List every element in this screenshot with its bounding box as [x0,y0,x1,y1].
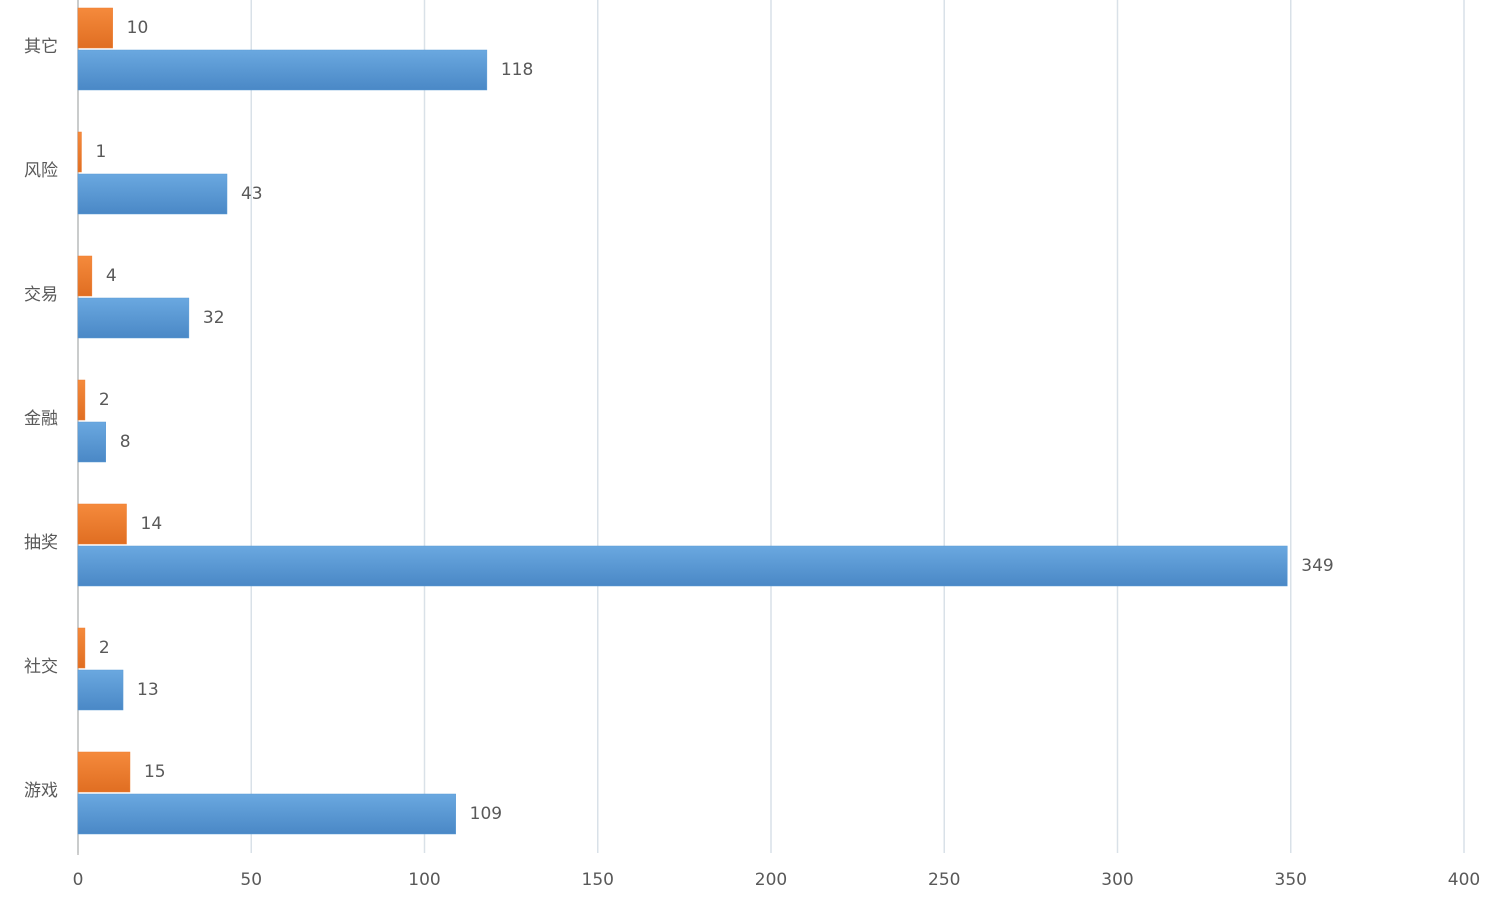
y-tick-label: 金融 [24,409,58,429]
data-label: 10 [127,18,149,38]
data-label: 1 [95,142,106,162]
x-tick-label: 150 [582,870,614,890]
y-tick-label: 交易 [24,285,58,305]
x-tick-label: 100 [408,870,440,890]
y-tick-label: 风险 [24,161,58,181]
x-tick-label: 350 [1275,870,1307,890]
data-label: 32 [203,308,225,328]
x-tick-label: 0 [73,870,84,890]
data-label: 14 [141,514,163,534]
x-tick-label: 300 [1101,870,1133,890]
data-label: 349 [1301,556,1333,576]
bar [77,131,82,173]
bar [77,421,106,463]
y-tick-label: 社交 [24,657,58,677]
data-label: 43 [241,184,263,204]
bar [77,297,190,339]
bar [77,379,86,421]
data-label: 118 [501,60,533,80]
bar [77,793,456,835]
data-label: 2 [99,638,110,658]
data-label: 2 [99,390,110,410]
x-tick-label: 400 [1448,870,1480,890]
bar [77,545,1288,587]
data-label: 4 [106,266,117,286]
bar [77,7,113,49]
data-label: 15 [144,762,166,782]
bar [77,627,86,669]
y-tick-label: 其它 [24,37,58,57]
bar [77,255,93,297]
bar [77,173,228,215]
data-label: 13 [137,680,159,700]
x-tick-label: 50 [240,870,262,890]
x-tick-label: 250 [928,870,960,890]
bar [77,751,131,793]
data-label: 8 [120,432,131,452]
bar [77,49,488,91]
x-tick-label: 200 [755,870,787,890]
y-tick-label: 游戏 [24,781,58,801]
y-tick-label: 抽奖 [24,533,58,553]
data-label: 109 [470,804,502,824]
bar [77,669,124,711]
bar [77,503,127,545]
